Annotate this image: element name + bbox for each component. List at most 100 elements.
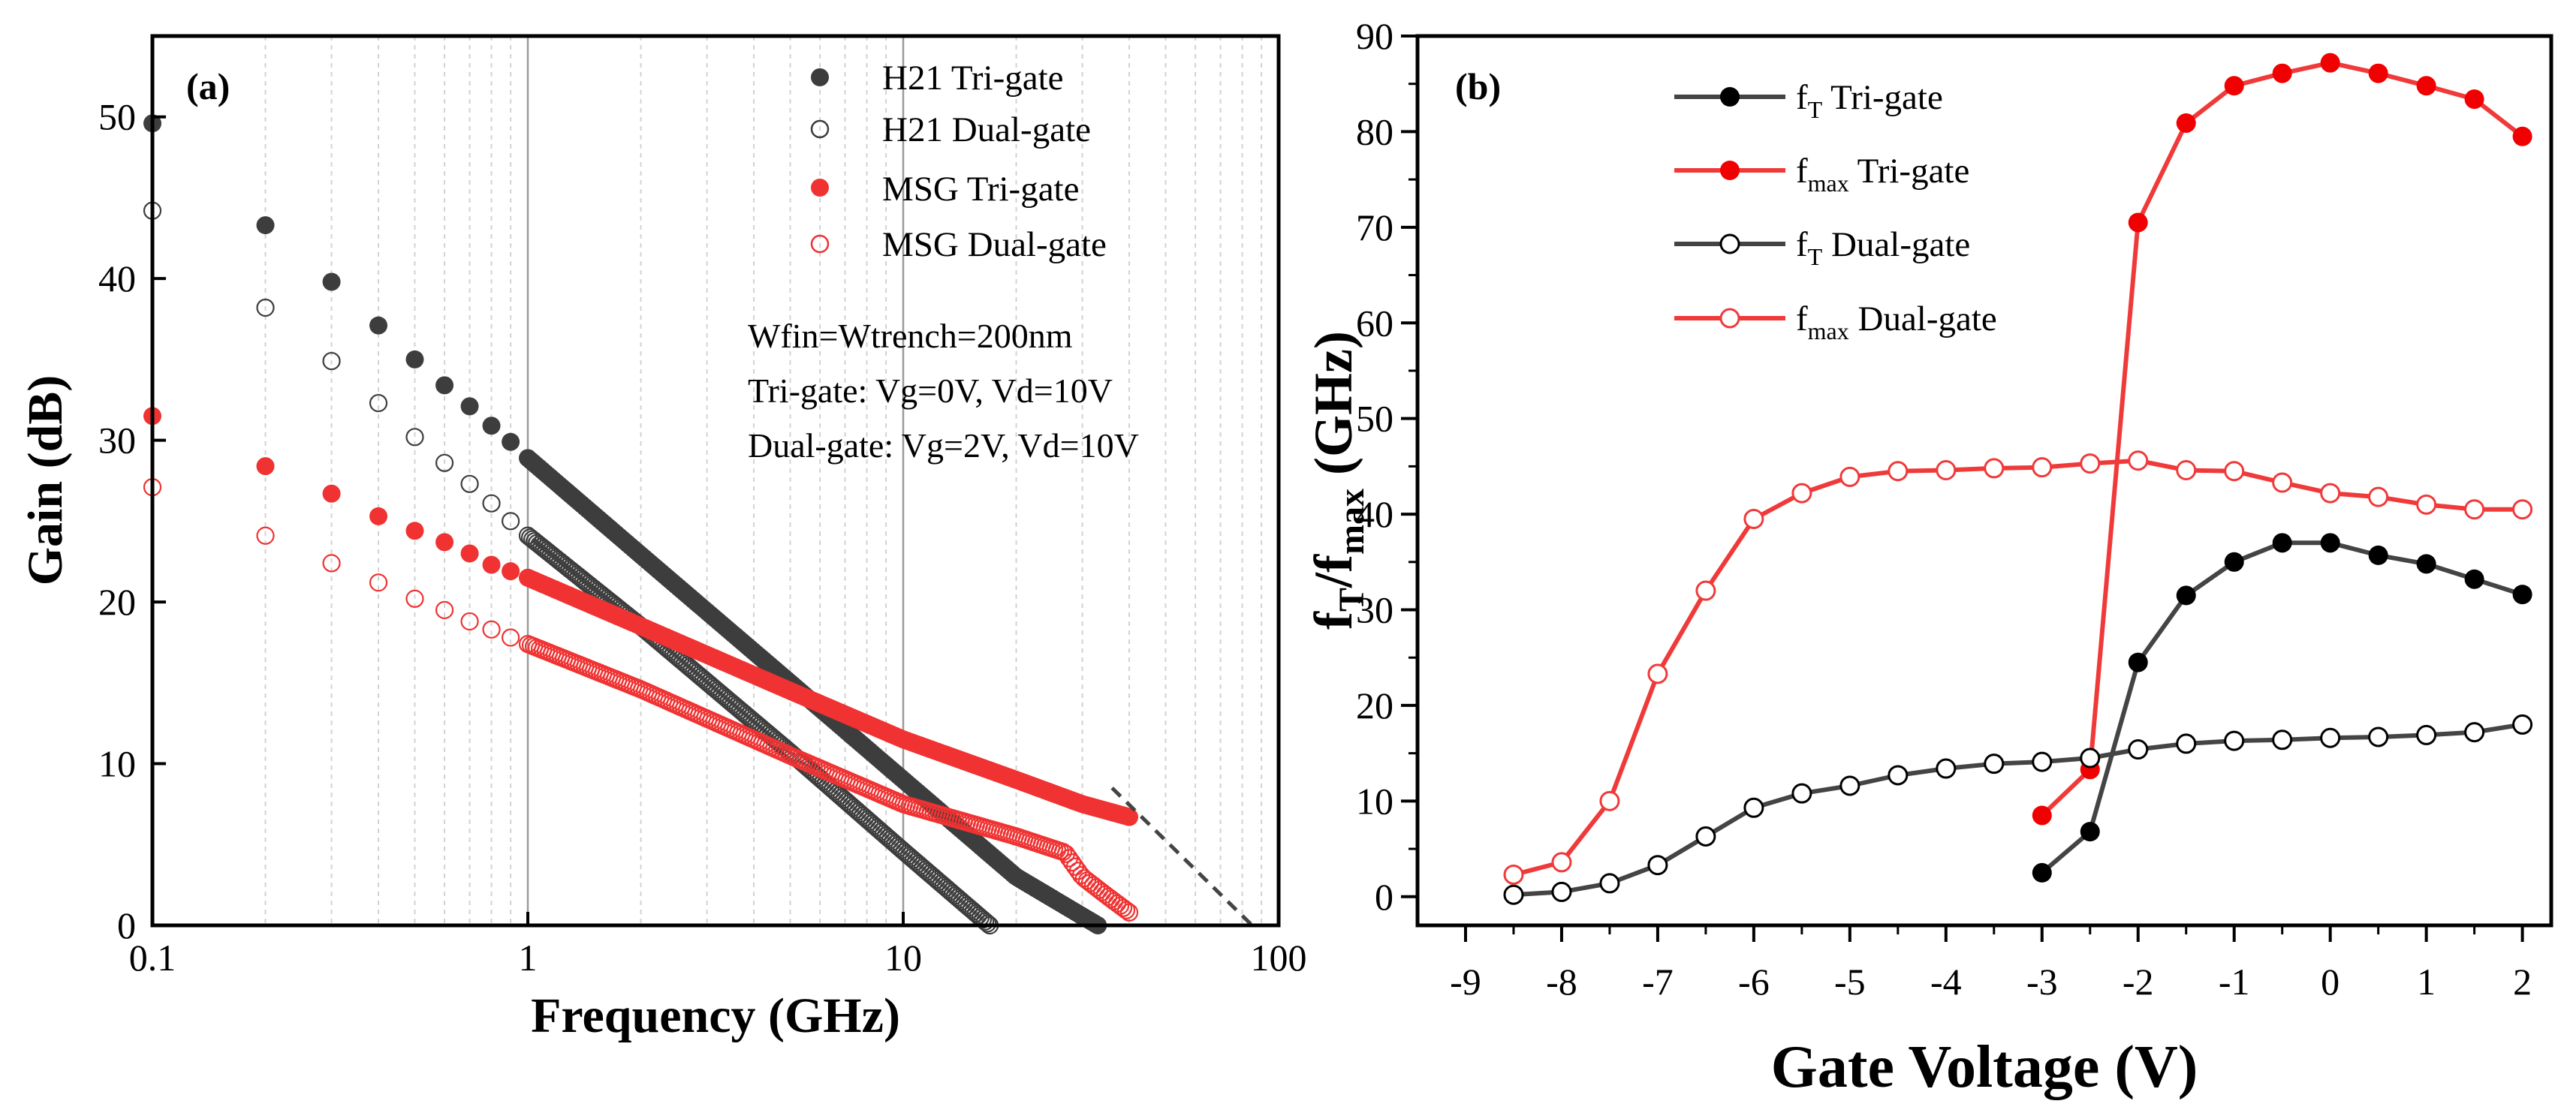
data-point <box>435 533 454 552</box>
data-point <box>1888 461 1909 482</box>
series-msg-tri-gate <box>143 407 1139 826</box>
data-point <box>2272 63 2292 83</box>
panel-a-gain-chart: 0.1 1 10 100 0 10 20 30 40 50 (a) H21 Tri-gate H2… <box>18 34 1307 1043</box>
series-line <box>1513 458 2523 877</box>
data-point <box>1695 826 1716 847</box>
legend-marker-h21-tri-gate <box>811 68 829 86</box>
x-tick-label: -1 <box>2219 961 2250 1003</box>
data-point <box>2128 739 2149 760</box>
annotation-dimensions: Wfin=Wtrench=200nm <box>748 317 1073 355</box>
panel-a-y-axis-title: Gain (dB) <box>18 375 73 586</box>
data-point <box>2512 714 2533 735</box>
data-point <box>2272 472 2293 493</box>
data-point <box>2368 486 2389 507</box>
x-tick-label: 100 <box>1251 937 1307 979</box>
data-point <box>2512 499 2533 520</box>
data-point <box>2416 724 2437 745</box>
data-point <box>2416 76 2436 96</box>
data-point <box>2272 533 2292 553</box>
data-point <box>2320 533 2340 553</box>
data-point <box>1984 458 2005 479</box>
data-point <box>2176 733 2197 754</box>
legend-label-ft-tri-gate: fT Tri-gate <box>1796 78 1943 123</box>
series-h21-dual-gate <box>143 201 999 935</box>
annotation-dual-gate-bias: Dual-gate: Vg=2V, Vd=10V <box>748 426 1139 465</box>
data-point <box>482 555 501 574</box>
data-point <box>2128 450 2149 471</box>
legend-marker-fmax-tri-gate <box>1720 161 1740 180</box>
x-tick-label: 10 <box>884 937 922 979</box>
legend-label-fmax-dual-gate: fmax Dual-gate <box>1796 299 1997 344</box>
panel-a-label: (a) <box>186 65 230 107</box>
x-tick-label: 0.1 <box>129 937 176 979</box>
y-tick-label: 20 <box>98 581 136 623</box>
data-point <box>369 507 388 525</box>
data-point <box>1053 843 1073 862</box>
data-point <box>1791 483 1812 504</box>
data-point <box>502 562 520 581</box>
data-point <box>1647 663 1668 684</box>
panel-a-frame <box>150 34 1281 928</box>
data-point <box>2464 722 2485 743</box>
panel-a-conditions-annotation: Wfin=Wtrench=200nm Tri-gate: Vg=0V, Vd=1… <box>748 317 1139 465</box>
data-point <box>435 453 454 472</box>
data-point <box>1077 871 1097 890</box>
legend-label-fmax-tri-gate: fmax Tri-gate <box>1796 152 1969 197</box>
data-point <box>2512 126 2532 146</box>
data-point <box>1503 864 1524 885</box>
data-point <box>2128 652 2148 672</box>
data-point <box>2464 569 2484 589</box>
legend-marker-msg-dual-gate <box>810 234 830 254</box>
panel-a-ticks: 0.1 1 10 100 0 10 20 30 40 50 <box>98 96 1307 979</box>
data-point <box>2320 53 2340 73</box>
data-point <box>1743 797 1764 818</box>
data-point <box>1551 881 1572 902</box>
y-tick-label: 50 <box>98 96 136 138</box>
legend-marker-h21-dual-gate <box>810 119 830 139</box>
data-point <box>435 600 454 619</box>
y-tick-label: 70 <box>1356 206 1393 248</box>
legend-marker-ft-dual-gate <box>1719 233 1740 254</box>
data-point <box>1095 885 1115 904</box>
y-tick-label: 80 <box>1356 110 1393 152</box>
data-point <box>1098 887 1118 907</box>
data-point <box>2080 748 2101 769</box>
data-point <box>1791 783 1812 804</box>
data-point <box>1743 508 1764 529</box>
data-point <box>1101 889 1121 909</box>
x-tick-label: -8 <box>1546 961 1577 1003</box>
data-point <box>1092 883 1112 901</box>
data-point <box>2032 751 2053 772</box>
data-point <box>460 397 479 416</box>
data-point <box>256 298 275 317</box>
data-point <box>482 494 501 513</box>
panel-b-legend: fT Tri-gate fmax Tri-gate fT Dual-gate f… <box>1674 78 1997 344</box>
data-point <box>1984 754 2005 775</box>
y-tick-label: 0 <box>117 904 136 946</box>
data-point <box>1120 808 1139 826</box>
series-line <box>1513 722 2523 898</box>
data-point <box>322 351 341 371</box>
data-point <box>2272 729 2293 751</box>
data-point <box>369 393 388 413</box>
data-point <box>1086 878 1106 897</box>
panel-b-y-axis-title: fT/fmax (GHz) <box>1303 331 1372 630</box>
data-point <box>2224 730 2245 751</box>
panel-b-label: (b) <box>1455 65 1501 107</box>
data-point <box>2128 212 2148 233</box>
legend-label-msg-tri-gate: MSG Tri-gate <box>882 170 1079 209</box>
series-fmax-dual-gate <box>1503 450 2533 885</box>
y-tick-label: 30 <box>1356 589 1393 631</box>
data-point <box>973 910 993 929</box>
data-point <box>256 216 275 235</box>
data-point <box>460 474 479 493</box>
legend-label-msg-dual-gate: MSG Dual-gate <box>882 225 1107 264</box>
y-tick-label: 0 <box>1375 876 1393 918</box>
panel-a-extrapolation-line <box>1110 787 1254 927</box>
data-point <box>1080 874 1100 892</box>
data-point <box>1074 869 1094 888</box>
series-line <box>2040 540 2523 875</box>
data-point <box>460 612 479 631</box>
